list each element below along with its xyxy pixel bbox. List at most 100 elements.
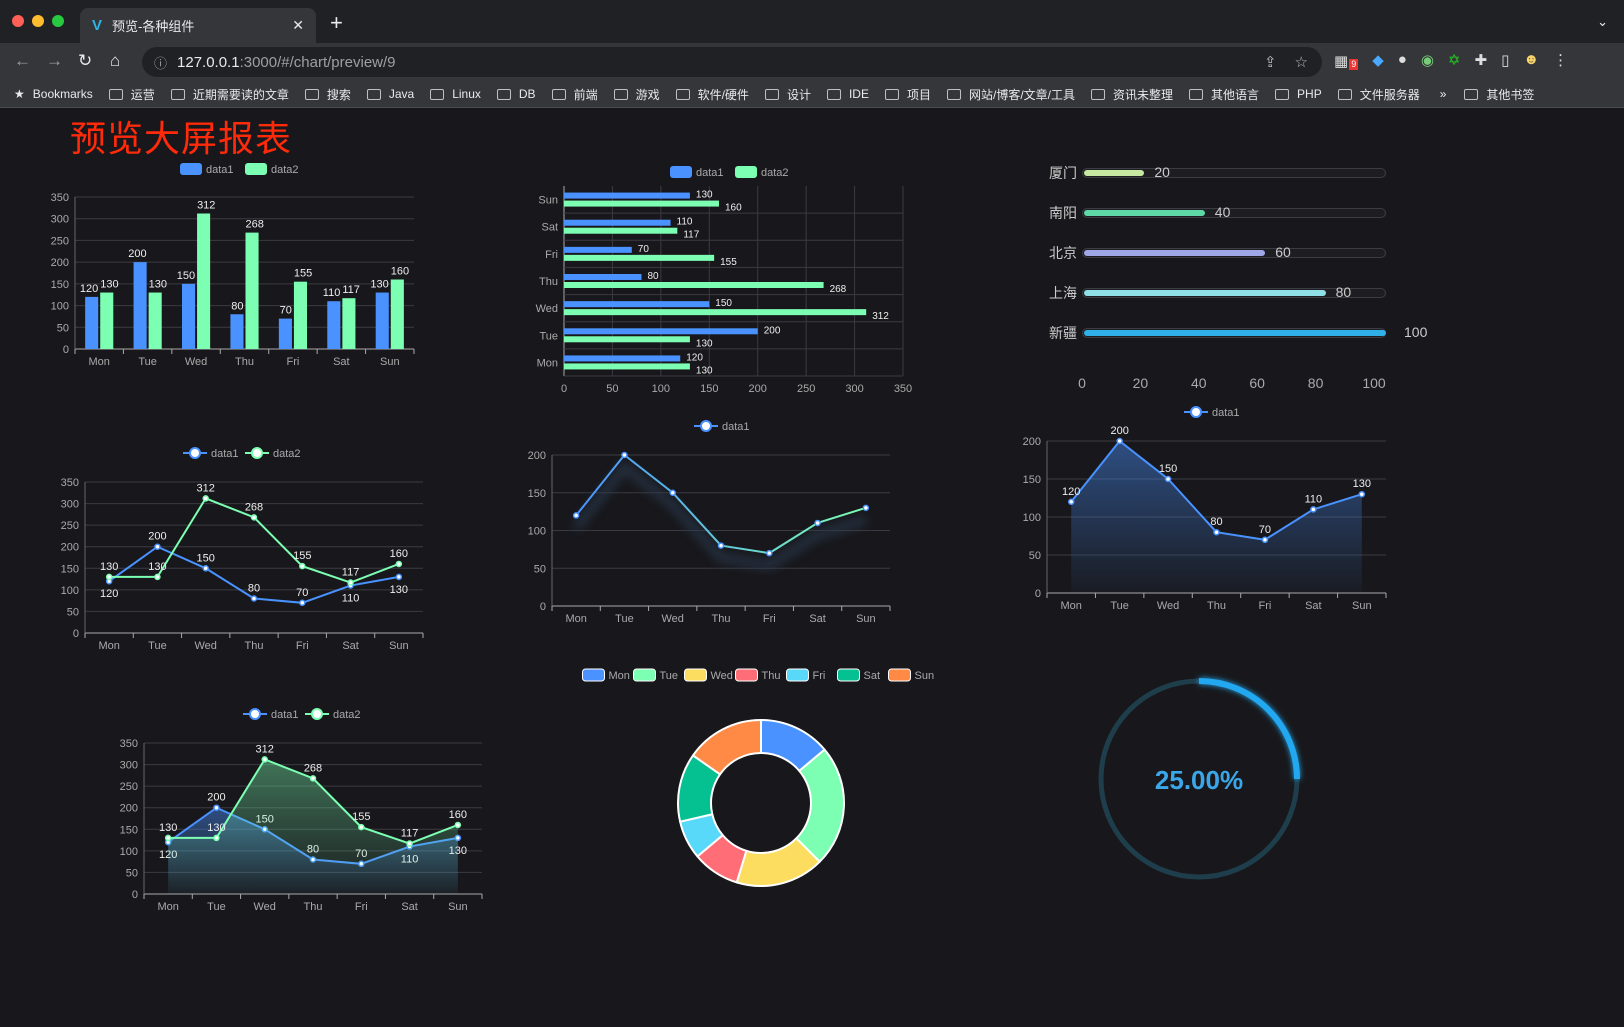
- url-host: 127.0.0.1: [177, 53, 240, 71]
- progress-label: 厦门: [1049, 165, 1077, 181]
- x-tick-label: 50: [606, 383, 618, 395]
- tab-search-chevron-icon[interactable]: ⌄: [1597, 14, 1608, 29]
- data-label: 150: [715, 298, 732, 309]
- y-tick-label: 200: [61, 542, 79, 554]
- reload-icon[interactable]: ↻: [78, 51, 93, 70]
- data-point: [154, 573, 161, 581]
- close-window-button[interactable]: [12, 15, 24, 27]
- data-label: 70: [296, 587, 308, 599]
- bookmark-item[interactable]: Linux: [430, 87, 481, 101]
- data-label: 120: [80, 283, 98, 295]
- close-tab-icon[interactable]: ✕: [292, 17, 304, 33]
- new-tab-button[interactable]: +: [330, 10, 343, 35]
- x-tick-label: Wed: [254, 901, 276, 913]
- data-label: 120: [1062, 486, 1080, 498]
- share-icon[interactable]: ⇪: [1263, 54, 1277, 71]
- legend-marker: [1190, 406, 1202, 418]
- data-point: [164, 834, 172, 842]
- data-point: [358, 823, 365, 831]
- bookmark-item[interactable]: 文件服务器: [1337, 86, 1420, 103]
- bar: [564, 246, 632, 253]
- bookmark-item[interactable]: Java: [366, 87, 415, 101]
- star-extension-icon[interactable]: ✡: [1447, 52, 1461, 69]
- data-point: [1310, 506, 1317, 513]
- x-tick-label: 40: [1191, 375, 1207, 391]
- bookmark-item[interactable]: 近期需要读的文章: [170, 86, 289, 103]
- y-tick-label: 100: [51, 301, 69, 313]
- bookmark-label: Java: [388, 87, 415, 101]
- bookmark-item[interactable]: 搜索: [304, 86, 351, 103]
- diamond-extension-icon[interactable]: ◆: [1372, 52, 1384, 69]
- x-tick-label: 200: [749, 383, 767, 395]
- folder-icon: [1464, 88, 1479, 100]
- bookmark-label: 项目: [906, 87, 931, 102]
- bookmark-label: PHP: [1297, 87, 1322, 101]
- info-icon[interactable]: ⓘ: [154, 55, 168, 71]
- bookmark-item[interactable]: 其他语言: [1189, 86, 1259, 103]
- bookmark-item[interactable]: 游戏: [613, 86, 660, 103]
- folder-icon: [826, 88, 841, 100]
- data-point: [669, 489, 676, 496]
- legend-marker: [251, 447, 263, 459]
- data-label: 130: [390, 584, 408, 596]
- data-point: [1067, 498, 1075, 506]
- bookmark-item[interactable]: 软件/硬件: [675, 86, 749, 103]
- bookmark-item[interactable]: IDE: [826, 87, 869, 101]
- bookmark-item[interactable]: PHP: [1275, 87, 1322, 101]
- tab-bar: V 预览-各种组件 ✕ + ⌄: [0, 0, 1624, 43]
- forward-icon[interactable]: →: [46, 51, 63, 70]
- gray-extension-icon[interactable]: ●: [1397, 51, 1407, 68]
- tab-title: 预览-各种组件: [112, 19, 195, 34]
- data-label: 117: [401, 828, 419, 840]
- folder-icon: [551, 88, 566, 100]
- extensions: ▦ 9 ◆ ● ◉ ✡ ✚ ▯ ☻ ⋮: [1334, 51, 1568, 70]
- progress-track: [1082, 248, 1386, 258]
- data-point: [717, 542, 725, 549]
- bookmark-item[interactable]: 资讯未整理: [1091, 86, 1173, 103]
- minimize-window-button[interactable]: [32, 15, 44, 27]
- data-point: [250, 514, 258, 521]
- y-tick-label: 150: [528, 488, 546, 500]
- address-bar[interactable]: ⓘ 127.0.0.1 :3000/#/chart/preview/9 ⇪ ☆: [142, 47, 1322, 77]
- y-tick-label: 50: [67, 606, 79, 618]
- bar: [564, 309, 867, 316]
- bar: [564, 219, 671, 226]
- bookmark-item[interactable]: 项目: [884, 86, 931, 103]
- avatar[interactable]: ☻: [1523, 51, 1540, 68]
- bookmark-label: Linux: [452, 87, 481, 101]
- bookmark-item[interactable]: 网站/博客/文章/工具: [946, 86, 1075, 103]
- bookmark-item[interactable]: 设计: [764, 86, 811, 103]
- bookmark-item[interactable]: DB: [496, 87, 536, 101]
- legend-label: Sun: [915, 670, 935, 682]
- data-label: 160: [725, 203, 742, 214]
- bookmark-item[interactable]: 前端: [551, 86, 598, 103]
- sidebar-icon[interactable]: ▯: [1501, 52, 1510, 69]
- maximize-window-button[interactable]: [52, 15, 64, 27]
- browser-tab[interactable]: V 预览-各种组件 ✕: [80, 8, 316, 43]
- folder-icon: [1189, 88, 1204, 100]
- puzzle-icon[interactable]: ✚: [1474, 52, 1488, 69]
- data-label: 268: [246, 219, 264, 231]
- data-label: 312: [197, 200, 215, 212]
- green-dot-extension-icon[interactable]: ◉: [1420, 52, 1434, 69]
- data-point: [299, 599, 306, 607]
- back-icon[interactable]: ←: [14, 51, 31, 70]
- data-point: [1358, 490, 1366, 498]
- y-tick-label: 250: [61, 520, 79, 532]
- bookmark-item[interactable]: 运营: [108, 86, 155, 103]
- star-icon[interactable]: ☆: [1294, 54, 1308, 71]
- y-tick-label: 350: [51, 192, 69, 204]
- extension-icon[interactable]: ▦ 9: [1334, 53, 1359, 70]
- data-point: [105, 573, 113, 581]
- y-tick-label: 200: [51, 257, 69, 269]
- home-icon[interactable]: ⌂: [110, 51, 121, 70]
- more-bookmarks-button[interactable]: »: [1439, 87, 1447, 101]
- legend-label: Sat: [864, 670, 881, 682]
- data-label: 130: [100, 561, 118, 573]
- other-bookmarks[interactable]: 其他书签: [1464, 86, 1534, 103]
- bookmark-item[interactable]: ★ Bookmarks: [14, 87, 93, 101]
- data-point: [213, 804, 220, 811]
- x-tick-label: Thu: [245, 640, 264, 652]
- menu-icon[interactable]: ⋮: [1553, 52, 1569, 69]
- bar: [564, 274, 642, 280]
